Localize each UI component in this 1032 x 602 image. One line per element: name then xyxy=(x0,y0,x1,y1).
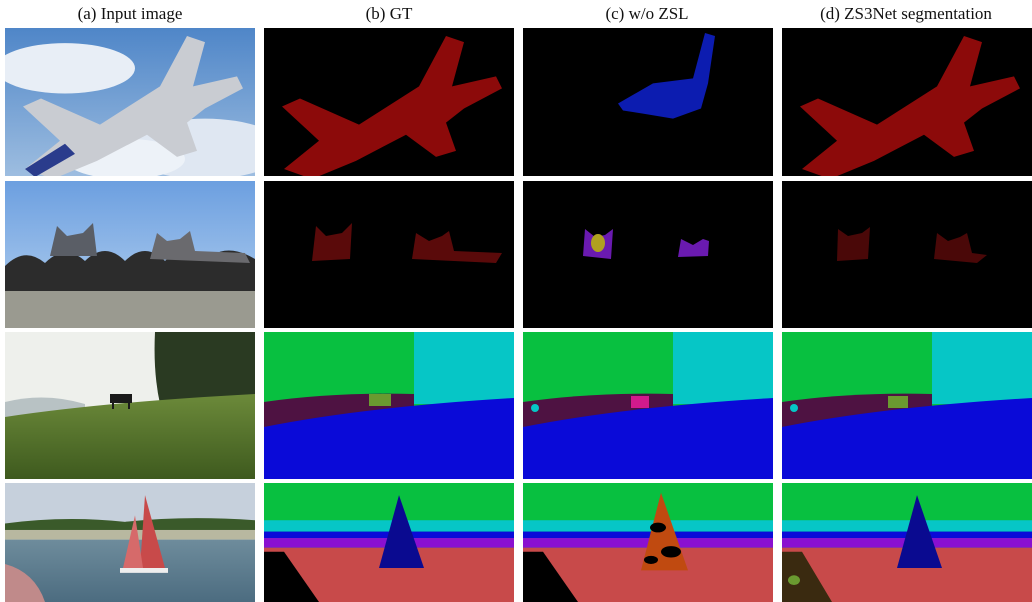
image-region xyxy=(523,398,773,479)
image-region xyxy=(5,291,255,328)
image-region xyxy=(837,227,870,261)
image-region xyxy=(932,332,1032,404)
gt-mask xyxy=(264,483,514,602)
image-region xyxy=(379,495,424,568)
image-region xyxy=(154,332,255,404)
image-region xyxy=(523,538,773,548)
input-image xyxy=(5,28,255,176)
image-region xyxy=(782,551,832,602)
image-region xyxy=(644,555,658,564)
image-region xyxy=(5,43,135,94)
zs3net-mask xyxy=(782,483,1032,602)
image-region xyxy=(631,396,649,408)
column-header: (c) w/o ZSL xyxy=(605,4,688,23)
image-region xyxy=(788,575,800,585)
column-header: (b) GT xyxy=(366,4,413,23)
image-region xyxy=(523,531,773,539)
image-region xyxy=(523,551,578,602)
image-region xyxy=(140,495,165,568)
image-region xyxy=(414,332,514,404)
input-image xyxy=(5,181,255,328)
zs3net-mask xyxy=(782,332,1032,479)
image-region xyxy=(264,551,319,602)
image-region xyxy=(678,239,709,257)
image-region xyxy=(523,181,773,328)
image-region xyxy=(264,520,514,532)
image-region xyxy=(412,231,502,263)
gt-mask xyxy=(264,181,514,328)
column-header: (d) ZS3Net segmentation xyxy=(820,4,992,23)
column-header: (a) Input image xyxy=(78,4,183,23)
image-region xyxy=(112,402,114,409)
image-region xyxy=(369,394,391,406)
column-headers: (a) Input image (b) GT (c) w/o ZSL (d) Z… xyxy=(78,4,993,23)
baseline-mask xyxy=(523,181,773,328)
image-region xyxy=(5,518,255,534)
image-region xyxy=(661,546,681,558)
baseline-mask xyxy=(523,332,773,479)
input-image xyxy=(5,483,255,602)
image-region xyxy=(312,223,352,261)
input-image xyxy=(5,332,255,479)
baseline-mask xyxy=(523,28,773,176)
image-region xyxy=(934,233,987,263)
image-region xyxy=(5,394,255,479)
gt-mask xyxy=(264,332,514,479)
gt-mask xyxy=(264,28,514,176)
image-region xyxy=(673,332,773,404)
image-region xyxy=(120,568,168,573)
image-region xyxy=(650,522,666,533)
image-region xyxy=(790,404,798,412)
image-region xyxy=(264,398,514,479)
image-region xyxy=(888,396,908,408)
image-region xyxy=(782,181,1032,328)
image-region xyxy=(782,398,1032,479)
image-region xyxy=(123,515,143,568)
image-region xyxy=(782,520,1032,532)
image-region xyxy=(5,563,45,602)
image-region xyxy=(25,143,75,176)
image-region xyxy=(128,402,130,409)
image-region xyxy=(531,404,539,412)
image-region xyxy=(5,529,255,540)
zs3net-mask xyxy=(782,28,1032,176)
image-region xyxy=(150,231,250,263)
image-region xyxy=(591,234,605,252)
image-region xyxy=(110,394,132,403)
zs3net-mask xyxy=(782,181,1032,328)
baseline-mask xyxy=(523,483,773,602)
image-region xyxy=(50,223,97,256)
image-region xyxy=(618,33,715,119)
image-region xyxy=(897,495,942,568)
image-region xyxy=(523,520,773,532)
